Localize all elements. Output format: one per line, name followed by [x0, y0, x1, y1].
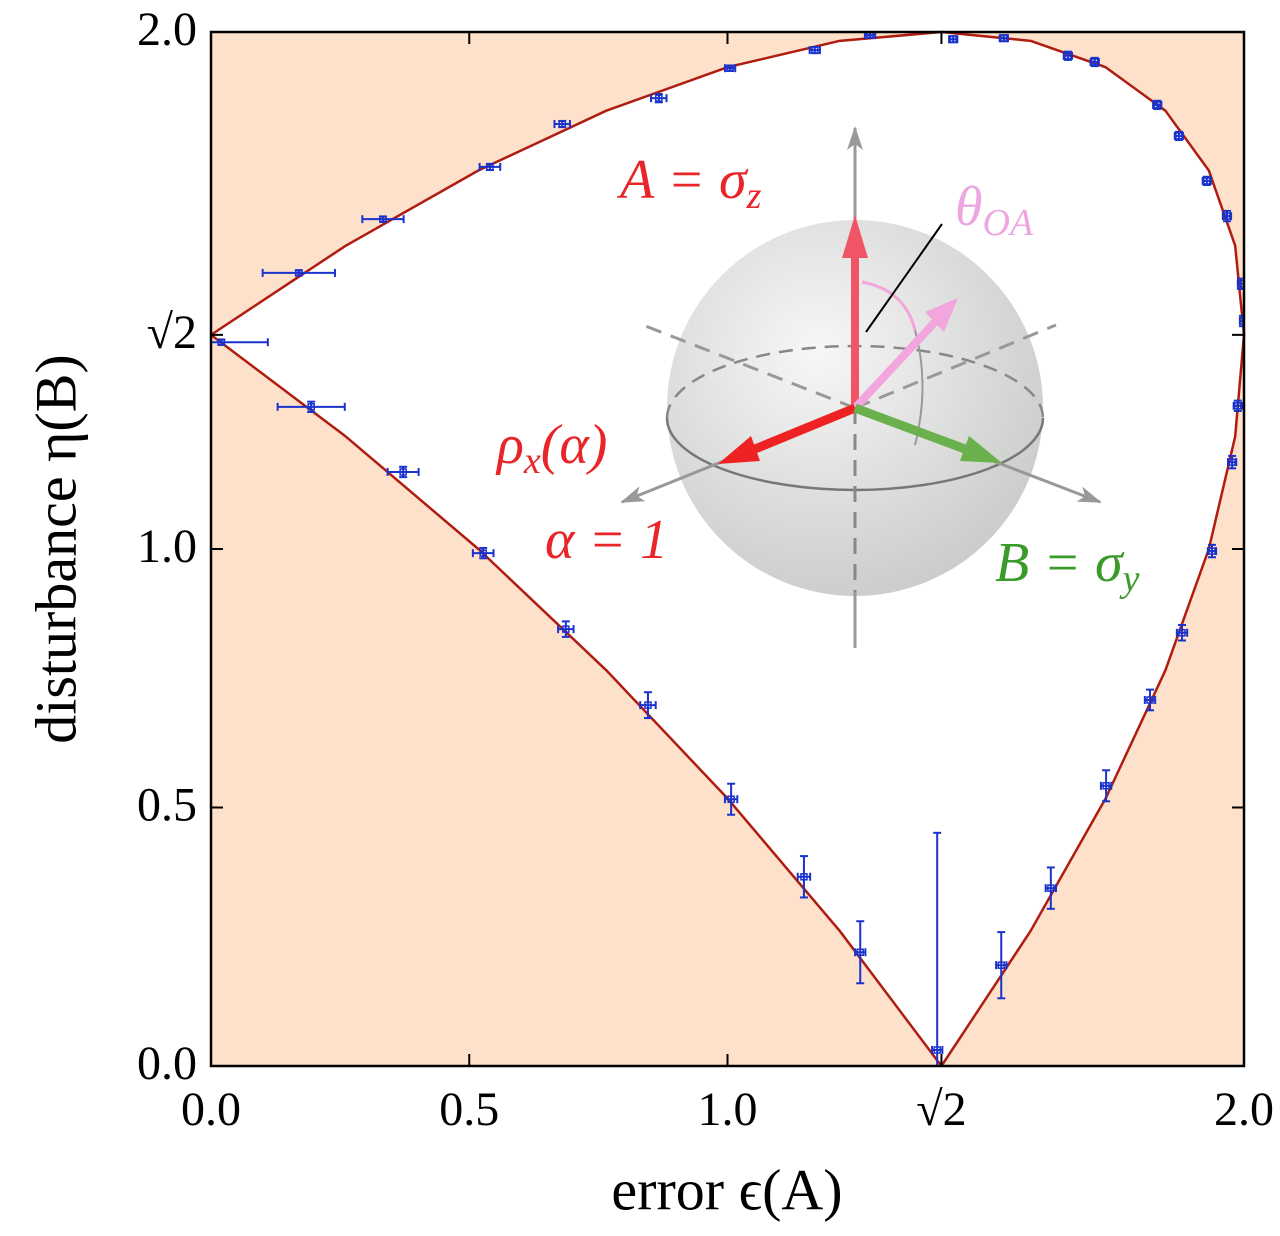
data-point [933, 1046, 941, 1054]
annotation-text: ρ [495, 414, 524, 476]
data-point [558, 120, 566, 128]
annotation-subscript: z [746, 175, 762, 217]
y-tick-label: √2 [147, 306, 197, 359]
data-points [211, 32, 1244, 1066]
data-point [1178, 629, 1186, 637]
data-point [655, 94, 663, 102]
data-point [295, 269, 303, 277]
b-arrow [853, 403, 967, 454]
data-point [1228, 458, 1236, 466]
annotation: θOA [955, 176, 1034, 244]
data-point [1064, 52, 1072, 60]
data-point [1234, 402, 1242, 410]
data-point [997, 961, 1005, 969]
annotation-subscript: x [523, 440, 541, 482]
rho-arrow [753, 403, 857, 454]
data-point [217, 338, 226, 346]
data-point [379, 215, 387, 223]
data-point [479, 549, 487, 557]
data-point [1208, 547, 1216, 555]
annotation: ρx(α) [495, 414, 607, 482]
annotation: α = 1 [545, 509, 668, 571]
data-point [726, 64, 734, 72]
data-point [1146, 696, 1154, 704]
y-tick-label: 2.0 [137, 3, 197, 56]
data-point [856, 948, 864, 957]
annotation-subscript: OA [983, 202, 1034, 244]
x-tick-label: 0.0 [181, 1083, 241, 1136]
state-arrow-head [925, 298, 958, 332]
data-point [399, 468, 407, 476]
annotation-text: (α) [541, 414, 608, 476]
annotation-text: A = σ [616, 149, 749, 211]
data-point [949, 35, 957, 43]
annotation: B = σy [995, 532, 1140, 600]
rho-arrow-head [718, 436, 760, 464]
data-point [486, 163, 494, 171]
annotation-text: θ [955, 176, 983, 238]
data-point [307, 403, 315, 411]
data-point [1203, 177, 1211, 185]
data-point [562, 625, 570, 633]
y-axis-back [642, 323, 856, 410]
data-point [1153, 101, 1161, 109]
data-point [800, 873, 808, 881]
x-tick-label: 1.0 [698, 1083, 758, 1136]
a-arrow-head [842, 215, 868, 258]
annotation-text: B = σ [995, 532, 1125, 594]
data-point [1090, 58, 1099, 66]
data-point [1102, 782, 1110, 790]
y-tick-label: 0.5 [137, 779, 197, 832]
annotation-text: α = 1 [545, 509, 668, 571]
x-axis-back [854, 323, 1057, 410]
plot-frame [209, 30, 1246, 1068]
x-tick-label: √2 [916, 1083, 966, 1136]
x-tick-label: 0.5 [439, 1083, 499, 1136]
bloch-sphere-inset [620, 126, 1102, 648]
state-arrow [852, 319, 938, 411]
data-point [1175, 132, 1183, 140]
y-tick-label: 0.0 [137, 1037, 197, 1090]
data-point [1047, 884, 1055, 892]
x-tick-label: 2.0 [1214, 1083, 1274, 1136]
annotation: A = σz [616, 149, 762, 217]
data-point [1000, 34, 1008, 42]
y-tick-label: 1.0 [137, 520, 197, 573]
angle-arc [861, 280, 917, 331]
data-point [1223, 212, 1231, 220]
x-axis-label: error ϵ(A) [611, 1157, 842, 1222]
data-point [811, 46, 819, 54]
data-point [727, 795, 735, 803]
data-point [644, 701, 652, 709]
annotation-subscript: y [1119, 558, 1140, 600]
y-axis-label: disturbance η(B) [23, 354, 88, 744]
angle-pointer [865, 223, 943, 333]
b-arrow-head [960, 436, 1002, 463]
